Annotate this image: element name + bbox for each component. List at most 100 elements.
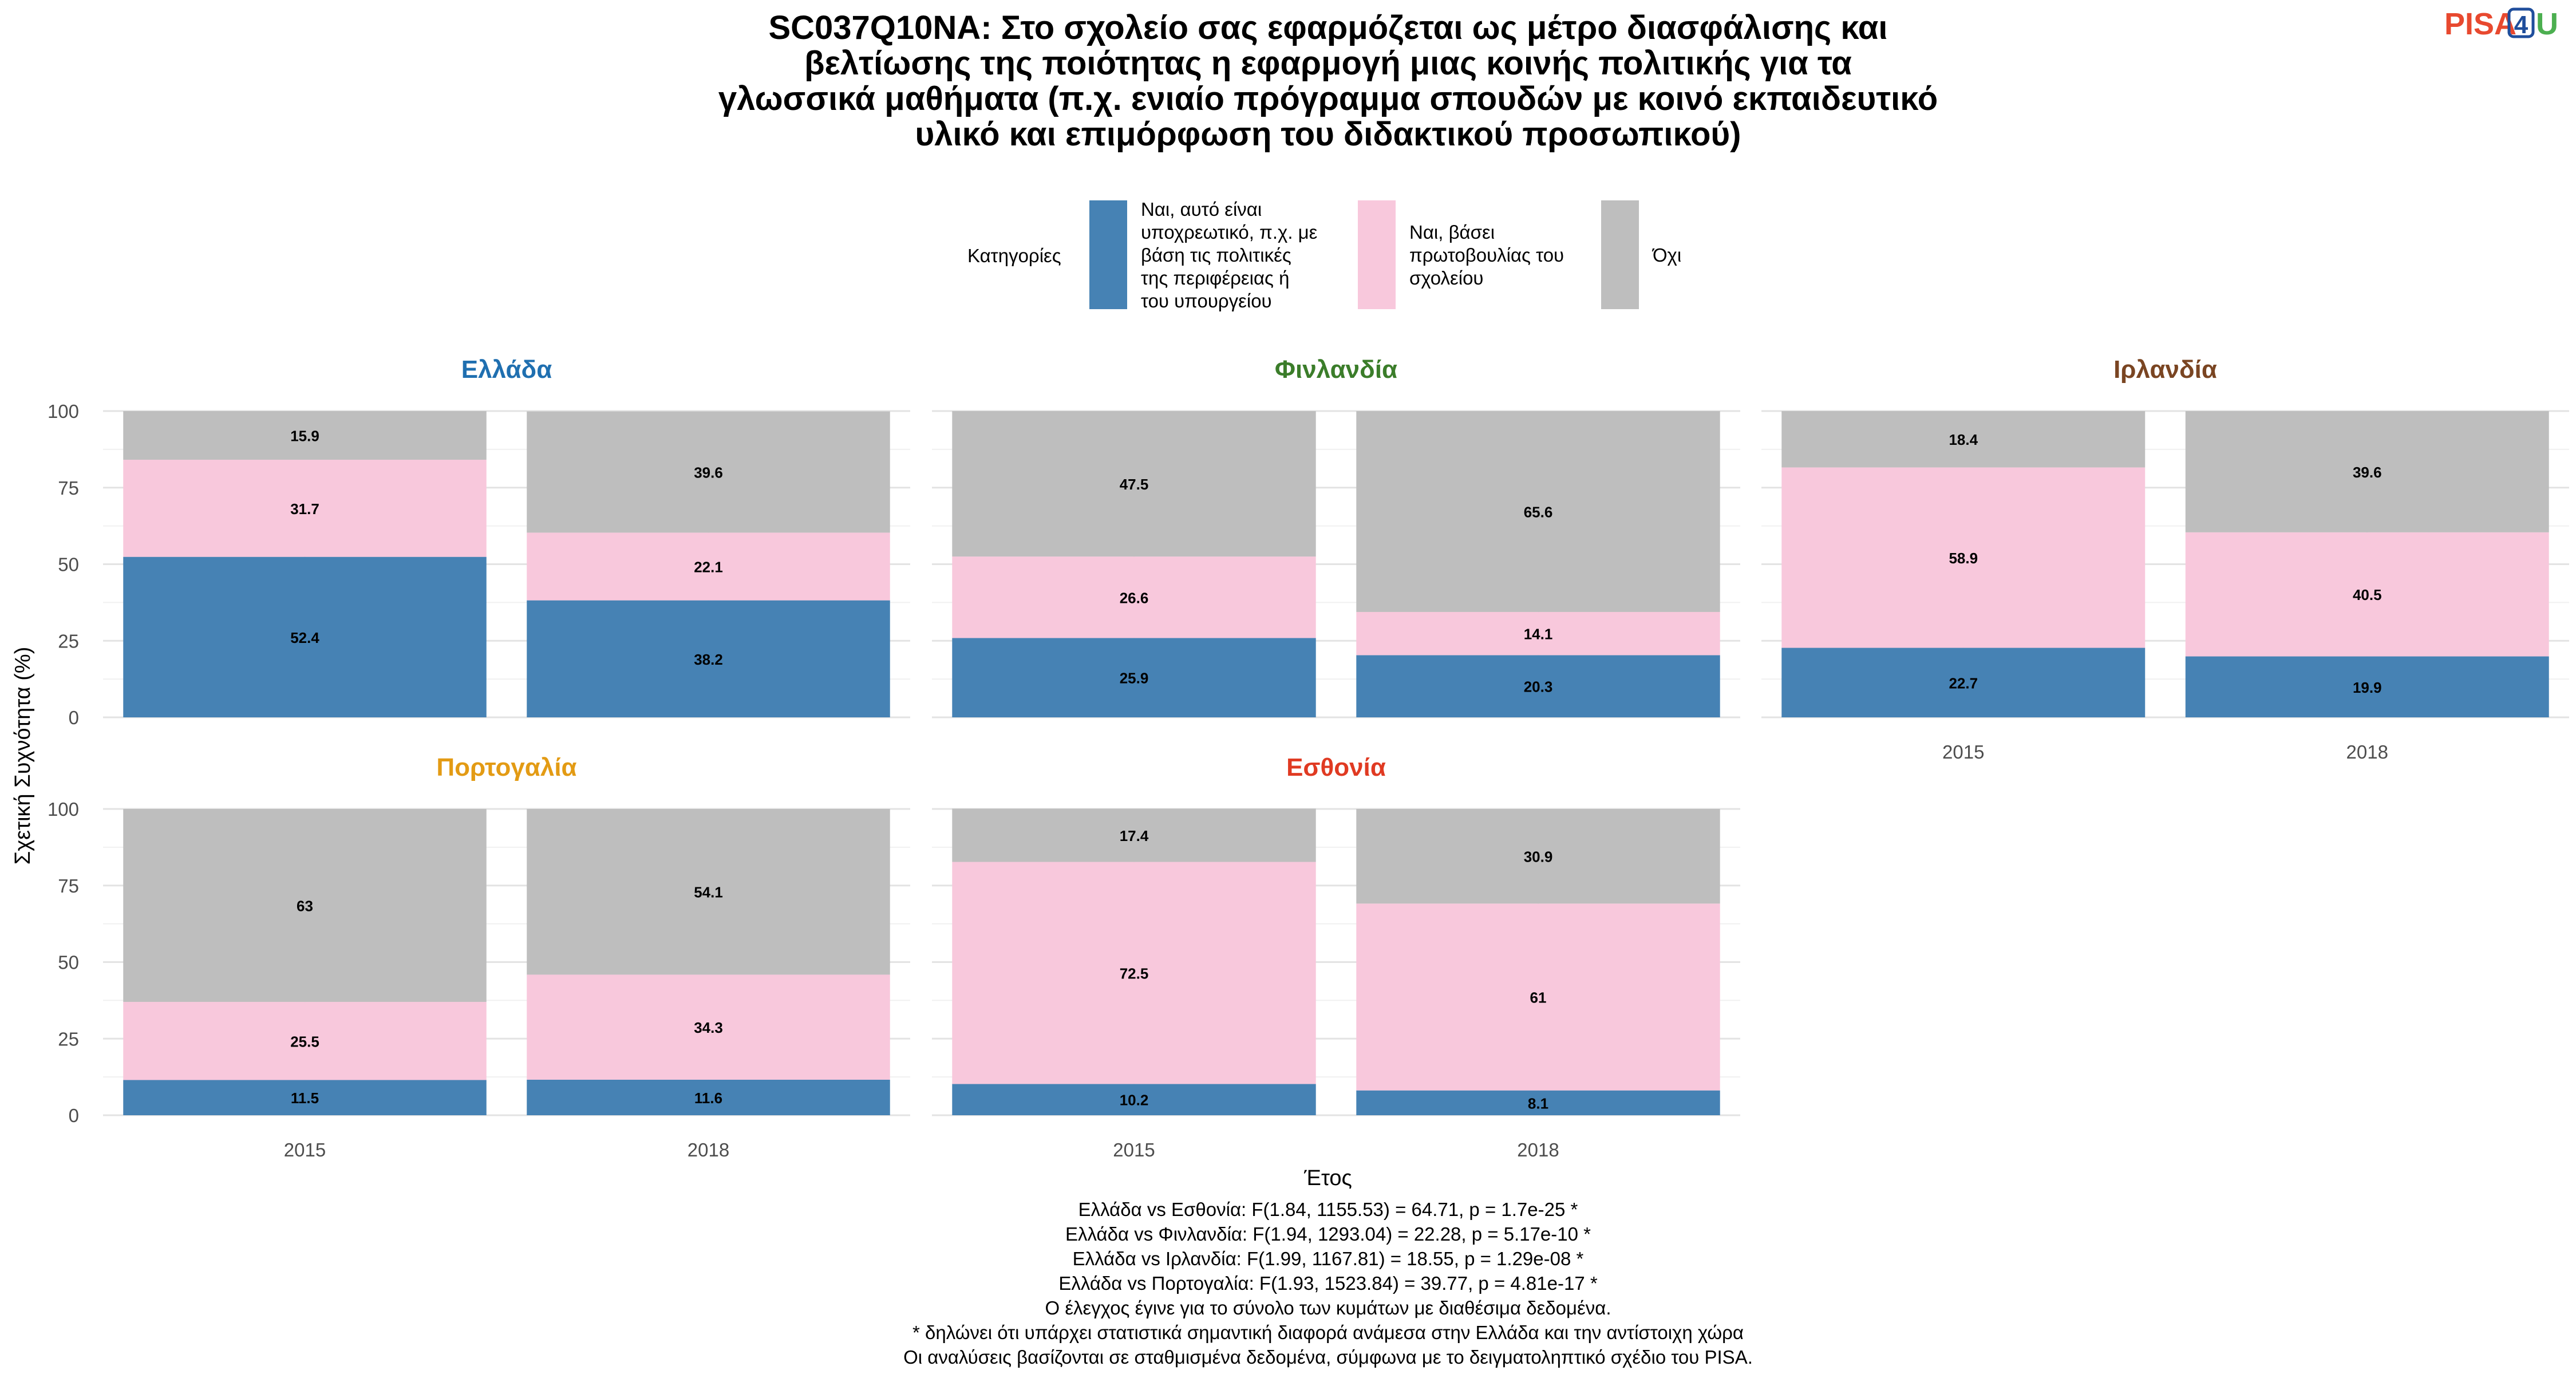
bar-segment (123, 809, 487, 1002)
data-label: 18.4 (1949, 431, 1978, 448)
bar-segment (123, 411, 487, 460)
data-label: 26.6 (1120, 589, 1149, 606)
bar-segment (2185, 532, 2549, 657)
panel-title: Εσθονία (1286, 753, 1386, 781)
chart-title-line: υλικό και επιμόρφωση του διδακτικού προσ… (915, 116, 1741, 153)
bar-segment (952, 862, 1316, 1084)
y-tick-label: 75 (58, 875, 79, 897)
bar-segment (1356, 611, 1720, 656)
bar-segment (1356, 903, 1720, 1091)
data-label: 39.6 (2353, 464, 2382, 481)
data-label: 25.9 (1120, 670, 1149, 687)
x-tick-label: 2015 (284, 1139, 326, 1160)
legend-label: βάση τις πολιτικές (1141, 244, 1291, 266)
bar-segment (123, 556, 487, 717)
data-label: 65.6 (1524, 503, 1553, 520)
data-label: 15.9 (290, 428, 319, 445)
data-label: 10.2 (1120, 1092, 1149, 1109)
legend-label: πρωτοβουλίας του (1409, 244, 1564, 266)
footnote-line: Ελλάδα vs Φινλανδία: F(1.94, 1293.04) = … (1065, 1223, 1591, 1245)
data-label: 22.7 (1949, 674, 1978, 692)
bar-segment (527, 974, 890, 1080)
legend-label: του υπουργείου (1141, 290, 1272, 311)
bar-segment (527, 532, 890, 601)
facet-panel: 0 25 50 75 100 Πορτογαλία 11.5 25.5 63 2015 11.6 34… (48, 753, 910, 1160)
data-label: 52.4 (290, 629, 319, 646)
bar-segment (1356, 809, 1720, 904)
bar-segment (2185, 656, 2549, 717)
x-tick-label: 2018 (688, 1139, 729, 1160)
panel-title: Φινλανδία (1275, 356, 1397, 384)
chart-title: SC037Q10NA: Στο σχολείο σας εφαρμόζεται … (718, 9, 1938, 153)
pisa4u-logo: PISA 4 U (2444, 7, 2558, 41)
data-label: 38.2 (694, 651, 723, 668)
legend-label: της περιφέρειας ή (1141, 267, 1289, 289)
legend-label: Ναι, αυτό είναι (1141, 199, 1262, 220)
facet-panel: 0 25 50 75 100 Ελλάδα 52.4 31.7 15.9 38.2 22.1 39.6 (48, 356, 910, 728)
logo-text-4: 4 (2514, 11, 2528, 39)
bar-segment (952, 1084, 1316, 1115)
bar-segment (123, 460, 487, 557)
footnote-line: Ο έλεγχος έγινε για το σύνολο των κυμάτω… (1045, 1297, 1611, 1318)
logo-text-pisa: PISA (2444, 7, 2516, 41)
facet-panels: 0 25 50 75 100 Ελλάδα 52.4 31.7 15.9 38.2 22.1 39.6… (48, 356, 2569, 1160)
footnote-line: Ελλάδα vs Πορτογαλία: F(1.93, 1523.84) =… (1058, 1273, 1598, 1294)
data-label: 61 (1530, 989, 1547, 1006)
data-label: 20.3 (1524, 678, 1553, 696)
y-tick-label: 75 (58, 477, 79, 499)
x-tick-label: 2018 (2346, 741, 2388, 763)
x-tick-label: 2015 (1113, 1139, 1155, 1160)
y-tick-label: 25 (58, 630, 79, 652)
data-label: 25.5 (290, 1033, 319, 1050)
data-label: 47.5 (1120, 476, 1149, 493)
bar-segment (527, 600, 890, 717)
chart-title-line: γλωσσικά μαθήματα (π.χ. ενιαίο πρόγραμμα… (718, 80, 1938, 117)
y-axis-label: Σχετική Συχνότητα (%) (11, 647, 35, 865)
bar-segment (123, 1080, 487, 1115)
panel-title: Ιρλανδία (2113, 356, 2217, 384)
bar-segment (123, 1002, 487, 1080)
legend-swatch (1601, 200, 1639, 309)
panel-title: Ελλάδα (461, 356, 552, 384)
data-label: 30.9 (1524, 848, 1553, 866)
bar-segment (527, 809, 890, 975)
data-label: 19.9 (2353, 679, 2382, 696)
data-label: 39.6 (694, 464, 723, 481)
data-label: 11.6 (694, 1089, 722, 1107)
footnote-line: Οι αναλύσεις βασίζονται σε σταθμισμένα δ… (903, 1347, 1753, 1368)
footnotes: Ελλάδα vs Εσθονία: F(1.84, 1155.53) = 64… (903, 1199, 1753, 1368)
chart-title-line: βελτίωσης της ποιότητας η εφαρμογή μιας … (804, 45, 1852, 82)
y-tick-label: 50 (58, 952, 79, 973)
logo-text-u: U (2536, 7, 2558, 41)
footnote-line: Ελλάδα vs Ιρλανδία: F(1.99, 1167.81) = 1… (1073, 1248, 1584, 1269)
legend-label: υποχρεωτικό, π.χ. με (1141, 222, 1318, 243)
data-label: 17.4 (1120, 827, 1149, 844)
data-label: 40.5 (2353, 586, 2382, 603)
bar-segment (527, 1079, 890, 1115)
data-label: 54.1 (694, 884, 723, 901)
bar-segment (2185, 411, 2549, 532)
bar-segment (1356, 411, 1720, 612)
bar-segment (952, 411, 1316, 557)
footnote-line: * δηλώνει ότι υπάρχει στατιστικά σημαντι… (912, 1322, 1744, 1343)
data-label: 11.5 (291, 1089, 319, 1107)
bar-segment (1781, 647, 2146, 717)
data-label: 31.7 (290, 500, 319, 518)
bar-segment (1356, 1090, 1720, 1115)
legend-swatch (1089, 200, 1127, 309)
chart-title-line: SC037Q10NA: Στο σχολείο σας εφαρμόζεται … (768, 9, 1887, 46)
data-label: 63 (297, 898, 313, 915)
y-tick-label: 0 (69, 707, 79, 728)
legend-label: Όχι (1652, 244, 1681, 266)
y-tick-label: 0 (69, 1105, 79, 1126)
bar-segment (952, 556, 1316, 638)
y-tick-label: 50 (58, 554, 79, 575)
bar-segment (1356, 655, 1720, 717)
x-tick-label: 2018 (1517, 1139, 1559, 1160)
legend-swatch (1358, 200, 1396, 309)
legend-label: Ναι, βάσει (1409, 222, 1495, 243)
bar-segment (1781, 467, 2146, 648)
